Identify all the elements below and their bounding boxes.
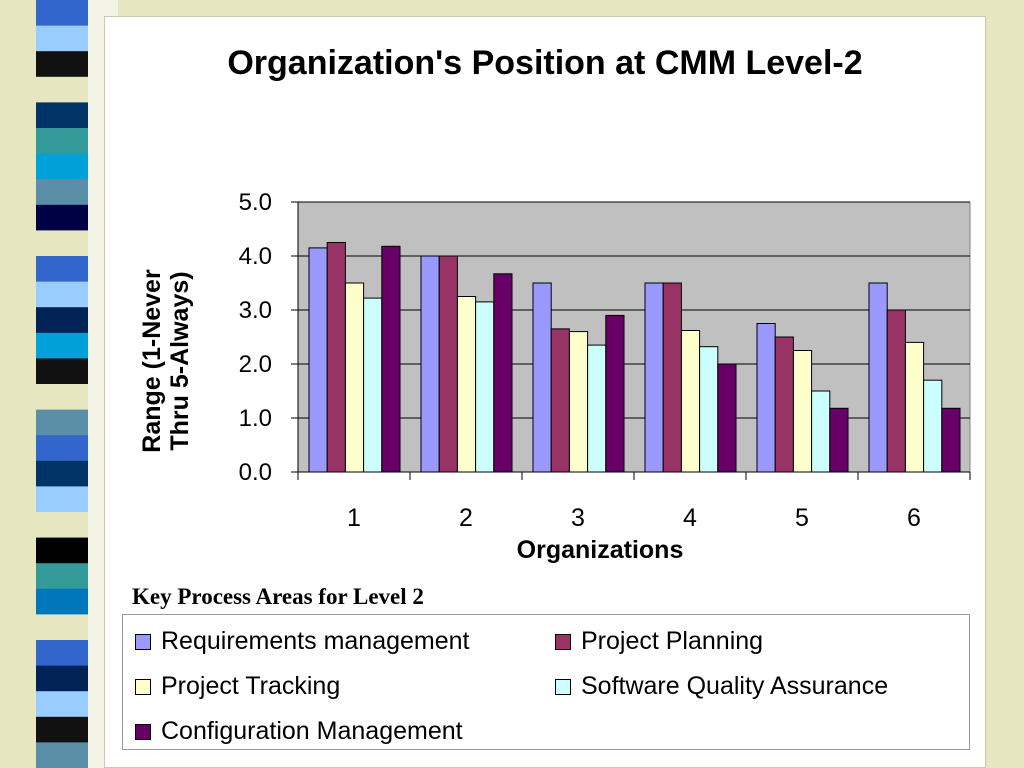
y-tick-label: 3.0 [239, 297, 272, 324]
plot-background [297, 201, 971, 473]
bar [438, 255, 458, 473]
stripe-block [36, 179, 90, 206]
y-axis-label-line-2: Thru 5-Always) [166, 271, 194, 451]
bar [308, 247, 328, 473]
y-tick-label: 4.0 [239, 243, 272, 270]
bar [456, 296, 477, 473]
y-tick-label: 1.0 [239, 405, 272, 432]
bar [475, 301, 495, 473]
stripe-block [36, 76, 90, 103]
bar [717, 363, 737, 473]
stripe-block [36, 0, 90, 27]
legend: Requirements management Project Planning P… [122, 614, 970, 750]
stripe-block [36, 716, 90, 743]
stripe-block [36, 614, 90, 641]
bar [344, 282, 365, 473]
stripe-block [36, 204, 90, 231]
legend-label: Project Tracking [161, 672, 341, 700]
stripe-block [36, 281, 90, 308]
bar [568, 331, 589, 473]
legend-item: Configuration Management [135, 717, 463, 746]
bar [941, 407, 961, 473]
bar [420, 255, 440, 473]
legend-label: Project Planning [581, 627, 764, 655]
stripe-block [36, 588, 90, 615]
legend-label: Configuration Management [161, 717, 463, 745]
stripe-block [36, 512, 90, 539]
x-axis-label: Organizations [516, 536, 684, 564]
stripe-block [36, 640, 90, 667]
decorative-stripe [36, 0, 90, 768]
stripe-block [36, 256, 90, 283]
stripe-block [36, 742, 90, 768]
bar [868, 282, 888, 473]
legend-swatch [555, 678, 571, 695]
bar [493, 273, 513, 473]
x-tick-label: 5 [795, 504, 809, 532]
bar [644, 282, 664, 473]
bar [886, 309, 906, 473]
bar [587, 344, 607, 473]
stripe-block [36, 230, 90, 257]
bar [680, 330, 701, 473]
bar [904, 341, 925, 473]
stripe-block [36, 153, 90, 180]
bar [756, 323, 776, 473]
plot-area: 0.0 1.0 2.0 3.0 4.0 5.0 1 2 3 4 5 6 [239, 189, 971, 532]
x-tick-label: 4 [683, 504, 697, 532]
legend-label: Software Quality Assurance [581, 672, 889, 700]
stripe-block [36, 307, 90, 334]
x-tick-label: 3 [571, 504, 585, 532]
bar [662, 282, 682, 473]
bar [923, 379, 943, 473]
legend-swatch [135, 633, 151, 650]
bar [792, 350, 813, 473]
y-tick-label: 2.0 [239, 351, 272, 378]
stripe-block [36, 102, 90, 129]
stripe-block [36, 25, 90, 52]
stripe-block [36, 384, 90, 411]
y-axis-label-line-1: Range (1-Never [138, 269, 166, 453]
x-tick-label: 1 [347, 504, 361, 532]
bar [550, 328, 570, 473]
bar [829, 407, 849, 473]
legend-item: Project Tracking [135, 672, 340, 701]
stripe-block [36, 435, 90, 462]
legend-swatch [135, 723, 151, 740]
bar [381, 245, 401, 473]
y-tick-label: 5.0 [239, 189, 272, 216]
stripe-block [36, 460, 90, 487]
legend-item: Software Quality Assurance [555, 672, 888, 701]
bar [699, 346, 719, 473]
y-tick-label: 0.0 [239, 459, 272, 486]
stripe-block [36, 537, 90, 564]
stripe-block [36, 665, 90, 692]
stripe-block [36, 332, 90, 359]
legend-title: Key Process Areas for Level 2 [132, 584, 424, 609]
stripe-block [36, 563, 90, 590]
bar [811, 390, 831, 473]
bar [326, 242, 346, 473]
stripe-block [36, 51, 90, 78]
stripe-block [36, 358, 90, 385]
chart-title: Organization's Position at CMM Level-2 [227, 44, 863, 82]
legend-label: Requirements management [161, 627, 470, 655]
legend-item: Project Planning [555, 627, 763, 656]
legend-item: Requirements management [135, 627, 470, 656]
legend-swatch [555, 633, 571, 650]
bar [605, 314, 625, 473]
bar [774, 336, 794, 473]
bar [532, 282, 552, 473]
stripe-block [36, 409, 90, 436]
stripe-block [36, 691, 90, 718]
x-tick-label: 6 [907, 504, 921, 532]
stripe-block [36, 128, 90, 155]
bar [363, 297, 383, 473]
x-tick-label: 2 [459, 504, 473, 532]
legend-swatch [135, 678, 151, 695]
y-axis-label: Range (1-Never Thru 5-Always) [138, 231, 194, 491]
stripe-block [36, 486, 90, 513]
